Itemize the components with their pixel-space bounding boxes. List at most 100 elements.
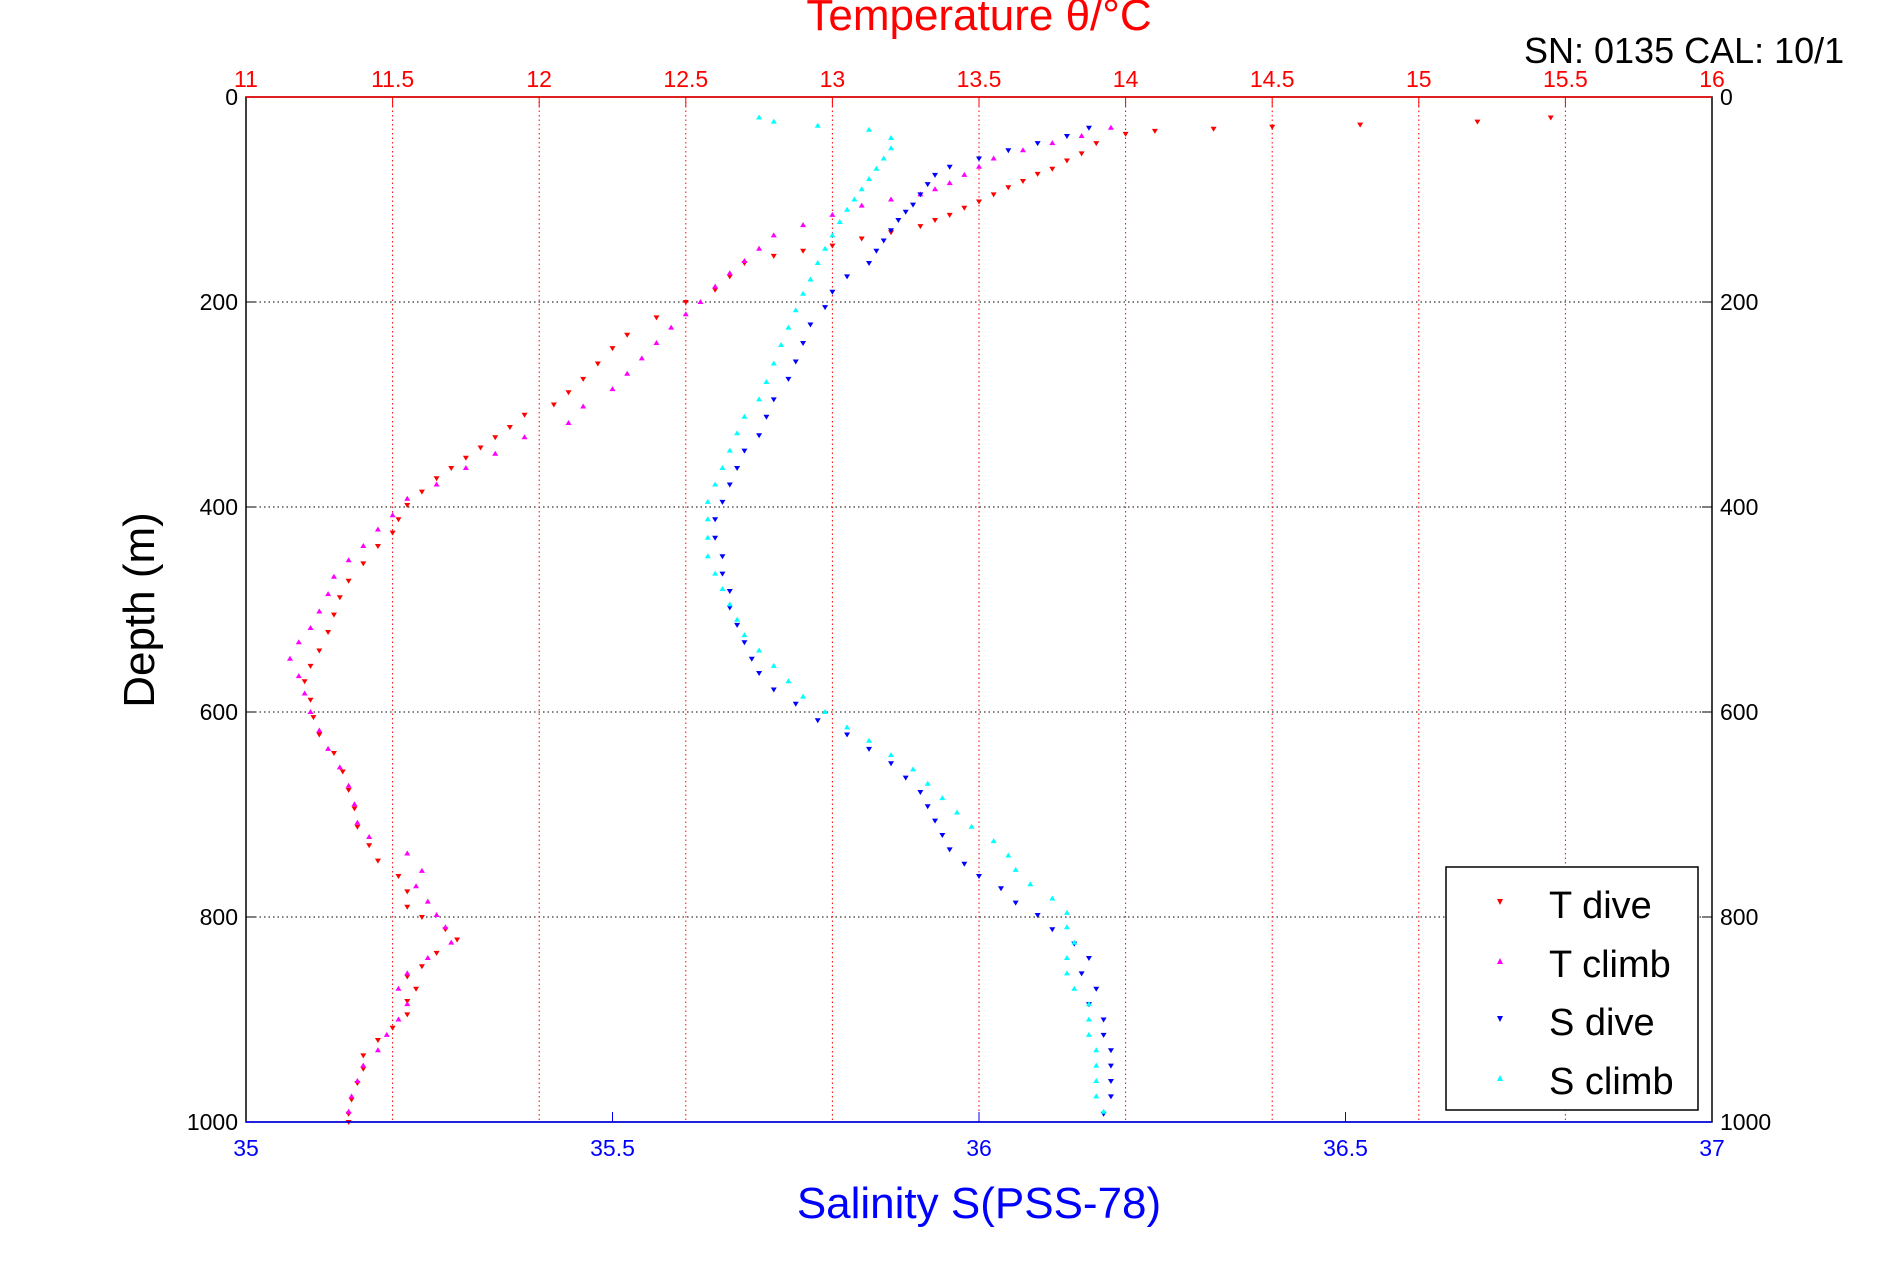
data-point-t-climb — [741, 258, 748, 263]
data-point-t-climb — [932, 186, 939, 192]
data-point-s-dive — [1034, 141, 1041, 147]
data-point-s-climb — [851, 196, 858, 202]
data-point-t-dive — [521, 412, 528, 418]
data-point-s-dive — [1085, 125, 1092, 131]
data-point-t-dive — [594, 361, 601, 367]
data-point-t-climb — [404, 495, 411, 501]
data-point-s-climb — [1063, 970, 1070, 976]
data-point-s-climb — [763, 378, 770, 384]
data-point-t-climb — [348, 1093, 355, 1099]
data-point-s-climb — [770, 360, 777, 366]
data-point-t-climb — [990, 155, 997, 161]
data-point-s-climb — [719, 586, 726, 591]
data-point-s-dive — [888, 761, 895, 767]
data-point-s-dive — [712, 517, 719, 523]
data-point-t-climb — [404, 1001, 411, 1007]
y-tick-label-right: 200 — [1720, 289, 1758, 315]
data-point-s-climb — [844, 724, 851, 730]
data-point-t-dive — [1151, 128, 1158, 134]
data-point-t-dive — [653, 315, 660, 321]
x-tick-label-bottom: 36 — [966, 1135, 992, 1161]
data-point-t-climb — [424, 898, 431, 904]
data-point-t-dive — [316, 732, 323, 738]
data-point-s-climb — [888, 145, 895, 151]
data-point-t-climb — [1049, 140, 1056, 146]
data-point-s-climb — [954, 809, 961, 815]
data-point-t-climb — [800, 222, 807, 228]
data-point-t-climb — [374, 1047, 381, 1053]
data-point-t-dive — [829, 243, 836, 249]
data-point-s-climb — [880, 155, 887, 161]
data-point-t-climb — [336, 764, 343, 770]
x-tick-label-top: 15.5 — [1543, 66, 1588, 92]
data-point-t-dive — [389, 1025, 396, 1031]
data-point-s-dive — [866, 746, 873, 752]
data-point-s-climb — [741, 632, 748, 638]
data-point-t-dive — [389, 530, 396, 536]
data-point-t-dive — [917, 224, 924, 230]
data-point-t-climb — [770, 232, 777, 238]
data-point-t-climb — [961, 171, 968, 177]
data-point-t-dive — [682, 300, 689, 305]
data-point-s-climb — [939, 795, 946, 801]
data-point-s-dive — [785, 376, 792, 382]
data-point-s-climb — [822, 709, 829, 714]
data-point-s-dive — [726, 482, 733, 488]
data-point-t-climb — [858, 202, 865, 208]
data-point-s-dive — [822, 305, 829, 311]
data-point-t-dive — [336, 595, 343, 601]
data-point-s-dive — [997, 886, 1004, 892]
data-point-t-dive — [418, 964, 425, 970]
data-point-t-dive — [448, 466, 455, 472]
data-point-s-climb — [1071, 985, 1078, 991]
data-point-s-dive — [719, 571, 726, 577]
data-point-s-climb — [800, 693, 807, 699]
data-point-s-dive — [1085, 956, 1092, 961]
data-point-s-climb — [814, 260, 821, 266]
data-point-t-dive — [395, 874, 402, 879]
data-point-t-climb — [418, 867, 425, 873]
x-tick-label-top: 12 — [526, 66, 552, 92]
data-point-t-dive — [726, 274, 733, 280]
data-point-t-dive — [800, 248, 807, 254]
data-point-s-climb — [866, 176, 873, 181]
data-point-t-climb — [307, 624, 314, 630]
data-point-s-climb — [1005, 852, 1012, 858]
data-point-s-dive — [1107, 1063, 1114, 1069]
x-tick-label-top: 11 — [234, 66, 258, 92]
data-point-t-dive — [1078, 151, 1085, 157]
data-point-t-climb — [316, 727, 323, 733]
data-point-s-dive — [1049, 927, 1056, 933]
data-point-s-climb — [1085, 1016, 1092, 1022]
data-point-s-climb — [785, 324, 792, 330]
data-point-t-climb — [756, 245, 763, 251]
data-point-t-dive — [477, 445, 484, 451]
data-point-s-dive — [763, 414, 770, 420]
data-point-t-dive — [374, 1038, 381, 1043]
data-point-t-climb — [295, 639, 302, 645]
legend-label-s-climb: S climb — [1549, 1061, 1674, 1103]
data-point-t-dive — [404, 1012, 411, 1018]
data-point-t-climb — [374, 526, 381, 532]
data-point-s-climb — [1093, 1093, 1100, 1099]
data-point-t-dive — [1357, 122, 1364, 128]
data-point-t-climb — [726, 270, 733, 276]
data-point-t-climb — [682, 311, 689, 317]
serial-calibration-label: SN: 0135 CAL: 10/1 — [1524, 30, 1844, 71]
data-point-s-dive — [1100, 1017, 1107, 1023]
data-markers — [286, 114, 1554, 1125]
data-point-t-climb — [345, 1108, 352, 1114]
legend-marker-t-dive — [1497, 899, 1503, 905]
data-point-s-dive — [1012, 900, 1019, 906]
y-tick-label-left: 600 — [200, 699, 238, 725]
data-point-t-dive — [330, 751, 337, 756]
data-point-t-dive — [1210, 126, 1217, 132]
data-point-s-climb — [866, 126, 873, 132]
data-point-s-dive — [902, 775, 909, 781]
data-point-s-dive — [792, 359, 799, 365]
data-point-t-dive — [1122, 131, 1129, 137]
x-tick-label-bottom: 36.5 — [1323, 1135, 1368, 1161]
x-tick-label-bottom: 37 — [1699, 1135, 1725, 1161]
data-point-t-climb — [976, 163, 982, 169]
